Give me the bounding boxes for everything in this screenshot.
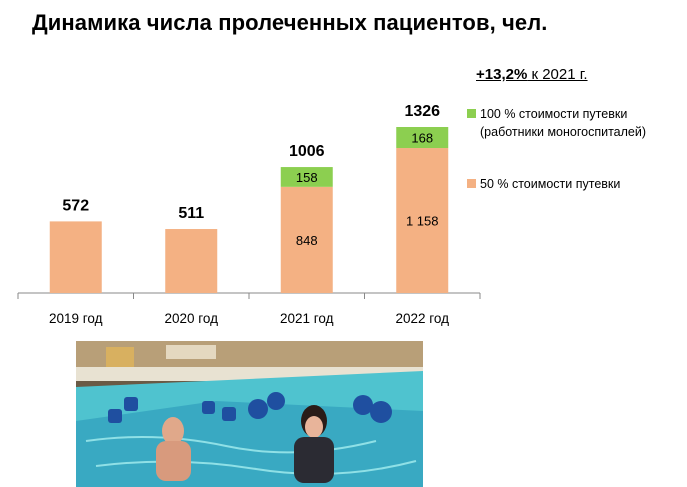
growth-value: +13,2% [476,66,528,83]
bar-segment-half-cost [280,186,333,293]
bar-chart: 572 2019 год 511 2020 год 848 158 1006 2021 год… [17,103,481,326]
pool-photo [76,341,423,487]
bar-total-label: 1326 [404,103,440,120]
bar-segment-full-cost [396,127,449,149]
growth-text: к 2021 г. [527,66,588,83]
x-tick-label: 2021 год [280,311,334,326]
x-tick-label: 2022 год [396,311,450,326]
bar-segment-full-cost [280,167,333,187]
chart-title: Динамика числа пролеченных пациентов, че… [32,10,548,35]
legend-sublabel-full-cost: (работники моногоспиталей) [480,125,647,139]
bar-segment-label: 168 [411,131,433,146]
bar-segment-half-cost [49,221,102,293]
growth-annotation: +13,2% к 2021 г. [476,66,588,83]
bar-segment-label: 1 158 [406,214,439,229]
x-tick-label: 2020 год [165,311,219,326]
bar-segment-half-cost [165,229,218,293]
x-tick-label: 2019 год [49,311,103,326]
legend-swatch-half-cost [467,179,476,188]
bar-total-label: 1006 [289,143,325,160]
legend-label-full-cost: 100 % стоимости путевки [480,107,628,121]
bar-segment-half-cost [396,148,449,293]
bar-segment-label: 848 [296,233,318,248]
bar-total-label: 511 [178,205,204,222]
bar-total-label: 572 [62,197,89,214]
bar-segment-label: 158 [296,170,318,185]
legend-label-half-cost: 50 % стоимости путевки [480,177,621,191]
legend-swatch-full-cost [467,109,476,118]
